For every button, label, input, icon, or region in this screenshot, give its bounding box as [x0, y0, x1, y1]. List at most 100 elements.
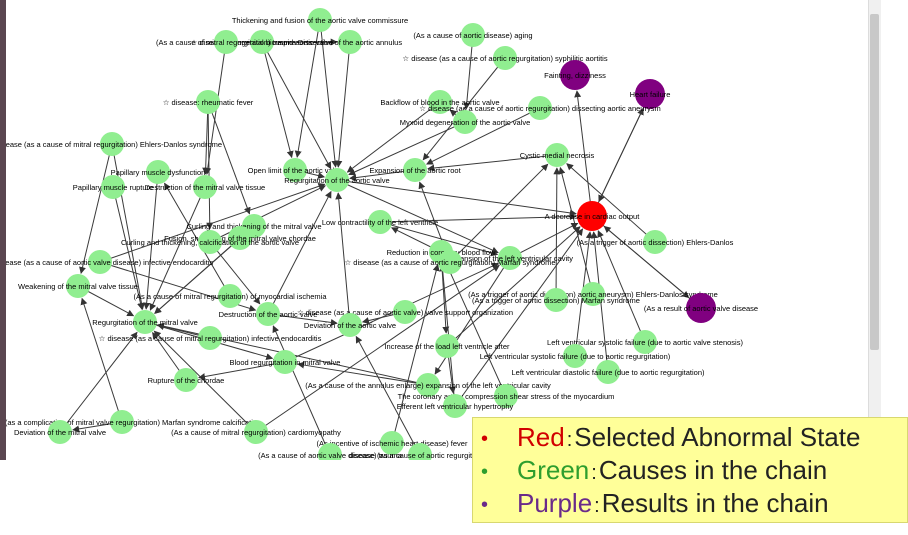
cause-node[interactable]: Efferent left ventricular hypertrophy — [397, 394, 514, 418]
node-circle[interactable] — [256, 302, 280, 326]
node-circle[interactable] — [435, 334, 459, 358]
cause-node[interactable]: ☆ disease: rheumatic fever — [163, 90, 254, 114]
node-circle[interactable] — [686, 293, 716, 323]
node-circle[interactable] — [174, 368, 198, 392]
node-circle[interactable] — [577, 201, 607, 231]
cause-node[interactable]: Myxoid degeneration of the aortic valve — [400, 110, 531, 134]
result-node[interactable]: Fainting, dizziness — [544, 60, 606, 90]
node-circle[interactable] — [88, 250, 112, 274]
cause-node[interactable]: (As a cause of mitral regurgitation) of … — [134, 284, 328, 308]
cause-node[interactable]: ☆ disease (as a cause of aortic valve) v… — [297, 300, 513, 324]
cause-node[interactable]: ☆ disease (as a cause of mitral regurgit… — [99, 326, 322, 350]
node-circle[interactable] — [408, 443, 432, 460]
node-circle[interactable] — [228, 226, 252, 250]
node-circle[interactable] — [633, 330, 657, 354]
node-circle[interactable] — [214, 30, 238, 54]
node-circle[interactable] — [544, 288, 568, 312]
cause-node[interactable]: Weakening of the mitral valve tissue — [18, 274, 138, 298]
cause-node[interactable]: Destruction of the aortic valve — [219, 302, 318, 326]
node-circle[interactable] — [453, 110, 477, 134]
causal-chain-graph[interactable]: Thickening and fusion of the aortic valv… — [6, 0, 868, 460]
node-circle[interactable] — [250, 30, 274, 54]
cause-node[interactable]: (As a trigger of aortic dissection) Ehle… — [577, 230, 734, 254]
node-circle[interactable] — [528, 96, 552, 120]
node-circle[interactable] — [338, 30, 362, 54]
cause-node[interactable]: Expansion of the left ventricular cavity — [447, 246, 573, 270]
node-circle[interactable] — [273, 350, 297, 374]
scrollbar-thumb[interactable] — [870, 14, 879, 350]
cause-node[interactable]: disease (as a cause of aortic regurgitat… — [349, 443, 491, 460]
cause-node[interactable]: Dissection of the aortic annulus — [298, 30, 402, 54]
cause-node[interactable]: sease (as a complication of mitral valve… — [6, 410, 261, 434]
node-circle[interactable] — [146, 160, 170, 184]
node-circle[interactable] — [193, 175, 217, 199]
cause-node[interactable]: sease (as a cause of mitral regurgitatio… — [6, 132, 222, 156]
cause-node[interactable]: Open limit of the aortic valve — [248, 158, 343, 182]
result-node[interactable]: (As a result of aortic valve disease — [644, 293, 758, 323]
node-circle[interactable] — [368, 210, 392, 234]
node-circle[interactable] — [563, 344, 587, 368]
cause-node[interactable]: ☆ disease (as a cause of aortic regurgit… — [345, 250, 556, 274]
node-circle[interactable] — [283, 158, 307, 182]
cause-node[interactable]: Destruction of the mitral valve tissue — [145, 175, 265, 199]
node-circle[interactable] — [325, 168, 349, 192]
cause-node[interactable]: Left ventricular systolic failure (due t… — [547, 330, 743, 354]
node-circle[interactable] — [393, 300, 417, 324]
node-circle[interactable] — [581, 282, 605, 306]
node-circle[interactable] — [308, 8, 332, 32]
node-circle[interactable] — [133, 310, 157, 334]
cause-node[interactable]: (As incentive of ischemic heart disease)… — [317, 431, 468, 455]
cause-node[interactable]: Expansion of the aortic root — [369, 158, 462, 182]
cause-node[interactable]: Fusion, shortening of the mitral valve c… — [164, 226, 316, 250]
cause-node[interactable]: (As a cause of aortic disease) aging — [413, 23, 533, 47]
node-circle[interactable] — [416, 373, 440, 397]
node-circle[interactable] — [443, 394, 467, 418]
node-circle[interactable] — [635, 79, 665, 109]
cause-node[interactable]: Blood regurgitation in mitral valve — [230, 350, 341, 374]
node-circle[interactable] — [494, 384, 518, 408]
node-circle[interactable] — [244, 420, 268, 444]
node-circle[interactable] — [560, 60, 590, 90]
cause-node[interactable]: Thickening and fusion of the aortic valv… — [232, 8, 408, 32]
graph-canvas[interactable]: Thickening and fusion of the aortic valv… — [6, 0, 868, 460]
node-circle[interactable] — [198, 230, 222, 254]
node-circle[interactable] — [110, 410, 134, 434]
cause-node[interactable]: Deviation of the aortic valve — [304, 313, 396, 337]
node-circle[interactable] — [196, 90, 220, 114]
cause-node[interactable]: Regurgitation of the aortic valve — [284, 168, 390, 192]
cause-node[interactable]: Papillary muscle dysfunction — [111, 160, 206, 184]
cause-node[interactable]: (As a cause of mitral regurgitation) car… — [171, 420, 341, 444]
node-circle[interactable] — [545, 143, 569, 167]
cause-node[interactable]: Curling and thickening, calcification of… — [121, 230, 299, 254]
node-circle[interactable] — [428, 90, 452, 114]
cause-node[interactable]: (As a trigger of aortic dissection) aort… — [468, 282, 718, 306]
node-circle[interactable] — [318, 443, 342, 460]
node-circle[interactable] — [498, 246, 522, 270]
cause-node[interactable]: ☆ disease (as a cause of aortic regurgit… — [419, 96, 661, 120]
cause-node[interactable]: Papillary muscle rupture — [73, 175, 153, 199]
node-circle[interactable] — [596, 360, 620, 384]
node-circle[interactable] — [338, 313, 362, 337]
selected-node[interactable]: A decrease in cardiac output — [545, 201, 641, 231]
cause-node[interactable]: Increase of the load left ventricle afte… — [384, 334, 510, 358]
cause-node[interactable]: Rupture of the chordae — [148, 368, 225, 392]
node-circle[interactable] — [643, 230, 667, 254]
cause-node[interactable]: Left ventricular systolic failure (due t… — [480, 344, 671, 368]
cause-node[interactable]: The coronary artery compression shear st… — [398, 384, 615, 408]
node-circle[interactable] — [218, 284, 242, 308]
node-circle[interactable] — [493, 46, 517, 70]
node-circle[interactable] — [438, 250, 462, 274]
node-circle[interactable] — [66, 274, 90, 298]
node-circle[interactable] — [198, 326, 222, 350]
node-circle[interactable] — [403, 158, 427, 182]
cause-node[interactable]: (As a cause of the annulus enlarge) expa… — [305, 373, 551, 397]
cause-node[interactable]: Left ventricular diastolic failure (due … — [511, 360, 705, 384]
cause-node[interactable]: ☆ disease (as a cause of aortic regurgit… — [402, 46, 608, 70]
cause-node[interactable]: (As a cause of aortic valve disease) tra… — [258, 443, 403, 460]
node-circle[interactable] — [380, 431, 404, 455]
node-circle[interactable] — [461, 23, 485, 47]
cause-node[interactable]: ☆ disease (as a cause of aortic valve di… — [6, 250, 213, 274]
cause-node[interactable]: Regurgitation of the mitral valve — [92, 310, 198, 334]
node-circle[interactable] — [101, 175, 125, 199]
cause-node[interactable]: Deviation of the mitral valve — [14, 420, 106, 444]
